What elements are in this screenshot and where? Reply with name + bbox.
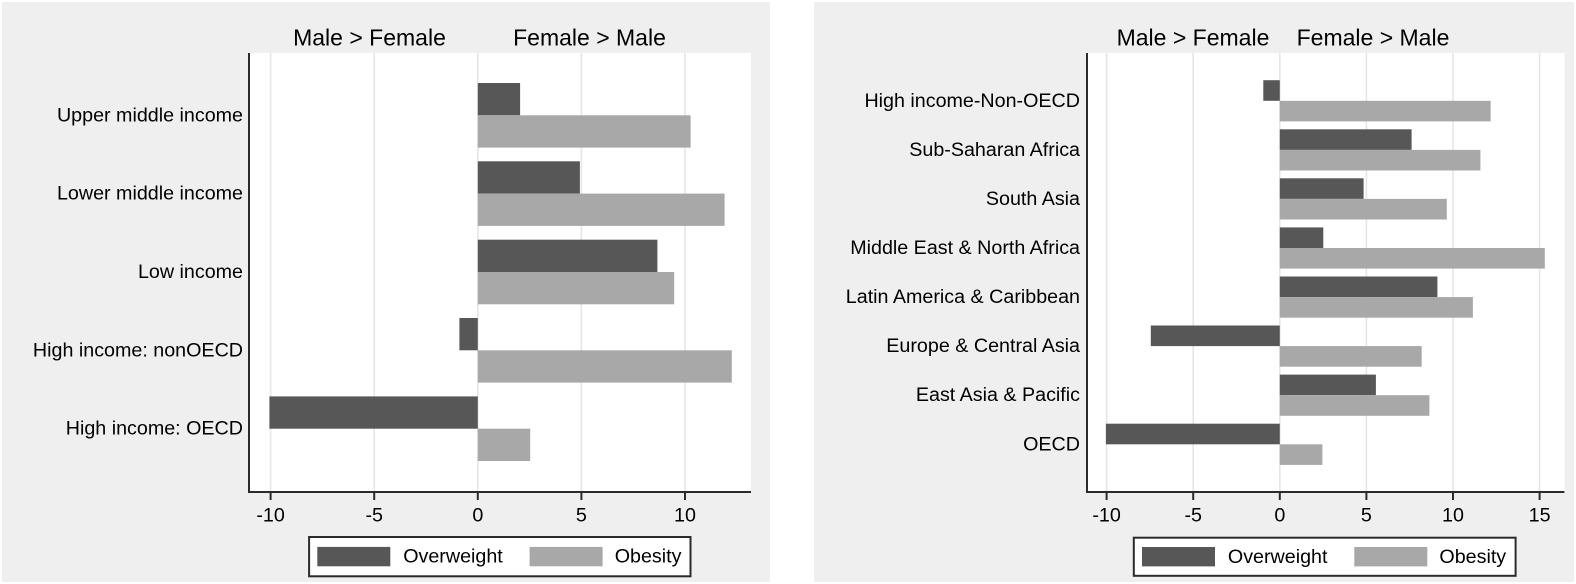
svg-text:OECD: OECD (1023, 433, 1080, 455)
svg-text:-10: -10 (1092, 505, 1121, 527)
svg-text:High income-Non-OECD: High income-Non-OECD (864, 90, 1080, 112)
svg-text:Obesity: Obesity (1439, 546, 1506, 568)
svg-text:Latin America & Caribbean: Latin America & Caribbean (846, 286, 1080, 308)
svg-text:5: 5 (576, 505, 587, 527)
svg-text:Europe & Central Asia: Europe & Central Asia (886, 335, 1080, 357)
svg-text:-5: -5 (1184, 505, 1202, 527)
svg-text:Male > Female: Male > Female (293, 25, 446, 51)
svg-text:Male > Female: Male > Female (1117, 25, 1270, 51)
svg-text:10: 10 (674, 505, 696, 527)
svg-text:-10: -10 (256, 505, 285, 527)
svg-text:Low income: Low income (138, 261, 243, 283)
svg-text:Female > Male: Female > Male (513, 25, 666, 51)
svg-text:-5: -5 (365, 505, 383, 527)
svg-text:Female > Male: Female > Male (1297, 25, 1450, 51)
svg-text:10: 10 (1442, 505, 1464, 527)
svg-text:High income: nonOECD: High income: nonOECD (33, 339, 243, 361)
svg-text:Overweight: Overweight (1228, 546, 1328, 568)
svg-text:5: 5 (1361, 505, 1372, 527)
svg-text:East Asia & Pacific: East Asia & Pacific (916, 384, 1080, 406)
svg-text:Upper middle income: Upper middle income (57, 104, 243, 126)
svg-text:Middle East & North Africa: Middle East & North Africa (850, 237, 1080, 259)
svg-text:South Asia: South Asia (986, 188, 1080, 210)
svg-text:Lower middle income: Lower middle income (57, 183, 243, 205)
svg-text:0: 0 (1274, 505, 1285, 527)
svg-text:Sub-Saharan Africa: Sub-Saharan Africa (909, 139, 1080, 161)
svg-text:High income: OECD: High income: OECD (66, 418, 243, 440)
svg-text:15: 15 (1529, 505, 1551, 527)
svg-text:Obesity: Obesity (615, 546, 682, 568)
svg-text:0: 0 (472, 505, 483, 527)
svg-text:Overweight: Overweight (403, 546, 503, 568)
